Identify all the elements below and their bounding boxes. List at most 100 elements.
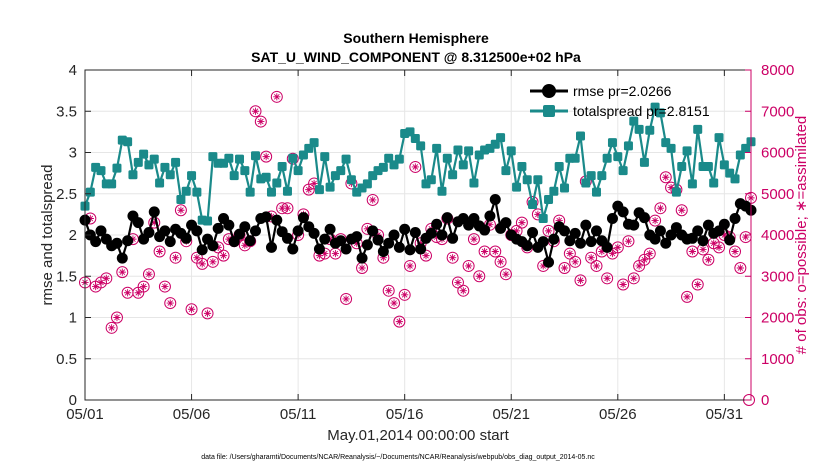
totalspread-point: [410, 133, 420, 143]
obs-assimilated-point: [619, 280, 627, 289]
obs-possible-point: [457, 284, 470, 297]
totalspread-point: [533, 175, 543, 185]
obs-assimilated-point: [124, 289, 132, 297]
rmse-point: [548, 233, 560, 245]
obs-assimilated-point: [635, 262, 643, 270]
rmse-point: [729, 213, 741, 224]
rmse-point: [159, 225, 171, 237]
totalspread-point: [314, 185, 324, 195]
totalspread-point: [155, 178, 165, 188]
data-file-footnote: data file: /Users/gharamti/Documents/NCA…: [201, 454, 595, 461]
totalspread-point: [448, 170, 458, 180]
obs-assimilated-point: [486, 221, 494, 229]
obs-assimilated-point: [193, 254, 201, 262]
legend-totalspread-marker: [543, 105, 555, 117]
rmse-point: [180, 232, 192, 244]
obs-possible-point: [382, 284, 395, 297]
obs-assimilated-point: [592, 262, 601, 270]
rmse-point: [500, 217, 512, 229]
rmse-point: [95, 225, 107, 237]
totalspread-point: [453, 145, 463, 155]
obs-assimilated-point: [502, 270, 510, 278]
obs-assimilated-point: [92, 282, 100, 291]
totalspread-point: [128, 170, 138, 180]
y-tick-label: 0.5: [56, 351, 77, 368]
rmse-point: [543, 256, 555, 268]
obs-possible-point: [590, 259, 603, 272]
rmse-point: [415, 243, 427, 255]
obs-possible-point: [270, 90, 283, 103]
totalspread-point: [560, 183, 570, 193]
totalspread-point: [607, 138, 617, 148]
obs-assimilated-point: [715, 243, 723, 251]
rmse-point: [638, 212, 650, 224]
legend-totalspread-label: totalspread pr=2.8151: [573, 103, 710, 119]
obs-assimilated-point: [459, 287, 467, 295]
rmse-point: [335, 235, 347, 247]
obs-possible-point: [340, 292, 353, 305]
rmse-point: [367, 225, 379, 237]
totalspread-point: [671, 187, 681, 197]
totalspread-point: [250, 151, 260, 161]
totalspread-point: [634, 124, 644, 134]
rmse-point: [575, 237, 587, 249]
totalspread-point: [266, 187, 276, 197]
totalspread-point: [639, 157, 649, 167]
totalspread-point: [133, 157, 143, 167]
totalspread-point: [272, 178, 282, 188]
rmse-point: [559, 225, 571, 237]
totalspread-point: [458, 160, 468, 170]
obs-assimilated-point: [390, 299, 398, 307]
obs-assimilated-point: [214, 243, 222, 251]
obs-possible-point: [164, 297, 177, 310]
obs-possible-point: [713, 241, 726, 254]
totalspread-point: [320, 152, 330, 162]
totalspread-point: [666, 143, 676, 153]
obs-assimilated-point: [694, 280, 702, 289]
totalspread-point: [235, 154, 245, 164]
obs-assimilated-point: [401, 291, 409, 299]
rmse-point: [601, 241, 613, 253]
totalspread-point: [554, 162, 564, 172]
x-tick-label: 05/01: [66, 406, 104, 423]
totalspread-point: [432, 143, 442, 153]
obs-assimilated-point: [411, 163, 419, 171]
obs-possible-point: [681, 290, 694, 303]
chart-title: Southern Hemisphere: [343, 30, 489, 46]
totalspread-point: [512, 182, 522, 192]
obs-assimilated-point: [342, 295, 350, 303]
rmse-point: [122, 235, 134, 247]
obs-assimilated-point: [283, 204, 292, 212]
totalspread-point: [123, 137, 133, 147]
obs-possible-point: [249, 105, 262, 118]
obs-assimilated-point: [310, 179, 318, 188]
totalspread-point: [282, 186, 292, 196]
y2-tick-label: 7000: [761, 103, 794, 120]
obs-possible-point: [281, 202, 294, 215]
rmse-point: [148, 206, 160, 218]
rmse-point: [628, 219, 640, 231]
obs-assimilated-point: [603, 274, 611, 282]
obs-assimilated-point: [481, 247, 489, 256]
obs-possible-point: [110, 311, 123, 324]
y2-tick-label: 3000: [761, 268, 794, 285]
plot-series: [79, 90, 757, 406]
obs-possible-point: [649, 214, 662, 227]
obs-assimilated-point: [385, 287, 393, 295]
obs-assimilated-point: [251, 107, 260, 115]
obs-assimilated-point: [97, 278, 105, 287]
totalspread-point: [325, 182, 335, 192]
rmse-point: [489, 194, 501, 206]
obs-assimilated-point: [624, 237, 633, 245]
obs-assimilated-point: [475, 272, 483, 280]
obs-assimilated-point: [273, 93, 281, 101]
obs-assimilated-point: [321, 249, 329, 258]
x-tick-label: 05/26: [599, 406, 637, 423]
totalspread-point: [165, 170, 175, 180]
obs-possible-point: [260, 150, 273, 163]
obs-possible-point: [569, 255, 582, 268]
obs-assimilated-point: [454, 278, 462, 287]
rmse-point: [441, 212, 453, 224]
obs-assimilated-point: [560, 264, 569, 272]
totalspread-point: [426, 175, 436, 185]
